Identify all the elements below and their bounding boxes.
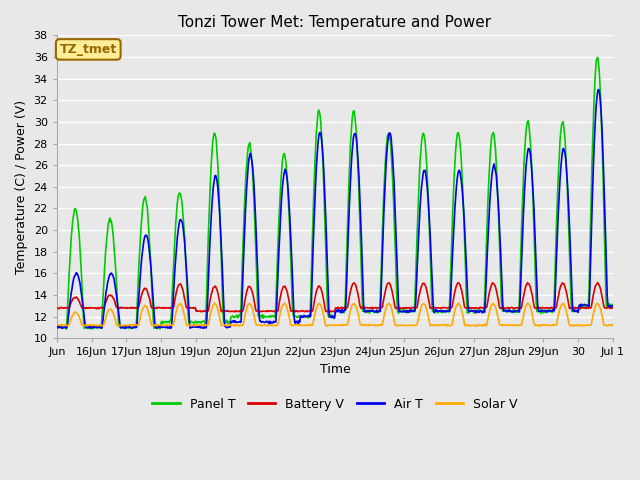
Battery V [393, 305, 401, 311]
Battery V [53, 305, 61, 311]
Solar V [249, 306, 257, 312]
Air T [119, 324, 127, 330]
Solar V [211, 300, 218, 306]
Panel T [119, 324, 127, 329]
Line: Battery V: Battery V [57, 283, 613, 312]
Legend: Panel T, Battery V, Air T, Solar V: Panel T, Battery V, Air T, Solar V [147, 393, 523, 416]
Solar V [393, 323, 401, 329]
Solar V [609, 322, 617, 327]
Line: Air T: Air T [57, 90, 613, 328]
Air T [58, 325, 66, 331]
Panel T [270, 313, 278, 319]
Battery V [424, 294, 432, 300]
Solar V [570, 323, 578, 329]
Text: TZ_tmet: TZ_tmet [60, 43, 117, 56]
Panel T [249, 169, 257, 175]
Air T [221, 324, 229, 329]
Panel T [594, 55, 602, 60]
Air T [249, 164, 257, 170]
Panel T [53, 324, 61, 330]
Air T [393, 256, 401, 262]
Battery V [594, 280, 602, 286]
Solar V [221, 322, 229, 328]
Solar V [118, 323, 126, 328]
Solar V [424, 313, 432, 319]
X-axis label: Time: Time [319, 363, 350, 376]
Panel T [424, 192, 432, 198]
Solar V [270, 323, 278, 328]
Air T [270, 318, 278, 324]
Battery V [609, 305, 617, 311]
Battery V [248, 288, 256, 294]
Line: Panel T: Panel T [57, 58, 613, 329]
Air T [609, 304, 617, 310]
Title: Tonzi Tower Met: Temperature and Power: Tonzi Tower Met: Temperature and Power [179, 15, 492, 30]
Air T [595, 87, 602, 93]
Solar V [53, 322, 61, 327]
Y-axis label: Temperature (C) / Power (V): Temperature (C) / Power (V) [15, 100, 28, 274]
Air T [53, 325, 61, 331]
Air T [424, 196, 432, 202]
Battery V [118, 305, 126, 311]
Battery V [221, 308, 228, 314]
Battery V [270, 308, 278, 314]
Panel T [63, 326, 70, 332]
Line: Solar V: Solar V [57, 303, 613, 326]
Battery V [256, 309, 264, 315]
Panel T [609, 301, 617, 307]
Panel T [221, 319, 229, 325]
Panel T [393, 299, 401, 304]
